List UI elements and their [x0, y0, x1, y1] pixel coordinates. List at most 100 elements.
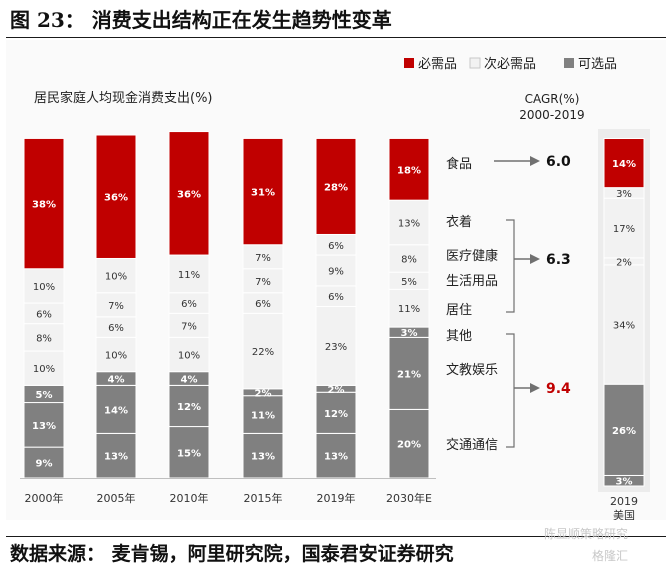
bar-4-segment-2-label: 2% [328, 385, 345, 396]
bar-3-segment-3-label: 22% [252, 347, 274, 358]
bar-0-segment-7-label: 38% [32, 200, 56, 211]
bar-0-segment-1-label: 13% [32, 421, 56, 432]
bar-2-segment-2-label: 4% [181, 375, 198, 386]
bar-0-segment-3-label: 10% [33, 364, 55, 375]
cagr-item-1-2: 生活用品 [446, 274, 498, 289]
bar-1-segment-6 [95, 257, 137, 294]
chart-area: 居民家庭人均现金消费支出(%) 必需品 次必需品 可选品 9% 13% 5% 10% 8% 6% 1… [6, 40, 666, 520]
cagr-value-0: 6.0 [546, 154, 571, 170]
bar-5-segment-3 [388, 288, 430, 328]
us-bar-segment-0-label: 3% [616, 477, 633, 488]
bar-3-segment-7 [242, 137, 284, 246]
x-tick-0: 2000年 [25, 491, 64, 505]
watermark-line-2: 格隆汇 [592, 549, 629, 563]
bar-5-segment-0-label: 20% [397, 440, 421, 451]
bar-5-segment-7 [388, 137, 430, 201]
bar-2-segment-5-label: 6% [181, 299, 197, 310]
bar-1-segment-0 [95, 432, 137, 479]
cagr-header-line-1: CAGR(%) [525, 92, 580, 106]
bar-0-segment-7 [23, 137, 65, 270]
legend-label-1: 必需品 [418, 57, 457, 72]
consumption-structure-chart: 居民家庭人均现金消费支出(%) 必需品 次必需品 可选品 9% 13% 5% 10% 8% 6% 1… [20, 56, 650, 520]
bar-0-segment-3 [23, 350, 65, 386]
us-bar-segment-2 [603, 264, 645, 385]
cagr-bracket-1 [506, 219, 515, 313]
us-bar-segment-6-label: 14% [612, 159, 636, 170]
bar-0-segment-4 [23, 323, 65, 352]
bar-1-segment-7 [95, 134, 137, 259]
bar-2-segment-6-label: 11% [178, 270, 200, 281]
bar-4-segment-0-label: 13% [324, 452, 348, 463]
legend-label-2: 次必需品 [484, 56, 536, 72]
bar-3-segment-4-label: 6% [255, 299, 271, 310]
us-bar-segment-4-label: 17% [613, 224, 635, 235]
bar-2-segment-6 [168, 254, 210, 294]
bar-1-segment-6-label: 10% [105, 272, 127, 283]
bar-4-segment-5 [315, 254, 357, 287]
legend-swatch-2 [469, 57, 481, 69]
bar-3-segment-0-label: 13% [251, 452, 275, 463]
bar-2-segment-4-label: 7% [181, 321, 197, 332]
bar-2-segment-4 [168, 312, 210, 338]
bar-3-segment-1 [242, 395, 284, 434]
bar-3-segment-3 [242, 312, 284, 390]
us-bar-segment-3-label: 2% [616, 257, 632, 268]
bar-3-segment-6-label: 7% [255, 253, 271, 264]
bar-1-segment-1 [95, 384, 137, 434]
title-rule [6, 37, 666, 38]
us-bar-segment-5-label: 3% [616, 189, 632, 200]
bar-1-segment-7-label: 36% [104, 193, 128, 204]
us-bar-segment-2-label: 34% [613, 321, 635, 332]
bar-3-segment-0 [242, 432, 284, 479]
figure-title: 图 23： 消费支出结构正在发生趋势性变革 [10, 8, 392, 32]
cagr-item-2-0: 其他 [446, 329, 472, 344]
bar-3-segment-5 [242, 268, 284, 294]
watermark: 陈显顺策略研究 格隆汇 [520, 523, 670, 569]
bar-0-segment-5-label: 6% [36, 309, 52, 320]
us-bar-segment-1 [603, 383, 645, 476]
bar-2-segment-7 [168, 131, 210, 256]
cagr-bracket-2 [506, 333, 515, 448]
us-bar-label-line-2: 美国 [613, 509, 635, 520]
cagr-arrow-head-0 [530, 156, 540, 166]
bar-5-segment-1 [388, 336, 430, 410]
bar-5-segment-3-label: 11% [398, 304, 420, 315]
cagr-item-1-1: 医疗健康 [446, 248, 498, 264]
bar-1-segment-4-label: 6% [108, 323, 124, 334]
bar-4-segment-1 [315, 391, 357, 434]
data-source: 数据来源： 麦肯锡，阿里研究院，国泰君安证券研究 [10, 543, 454, 565]
bar-1-segment-5 [95, 292, 137, 318]
bar-2-segment-3-label: 10% [178, 351, 200, 362]
bar-5-segment-6 [388, 199, 430, 246]
cagr-item-2-2: 交通通信 [446, 437, 498, 453]
chart-title: 居民家庭人均现金消费支出(%) [34, 90, 213, 106]
legend-label-3: 可选品 [578, 57, 617, 72]
bar-2-segment-1 [168, 384, 210, 428]
bar-5-segment-7-label: 18% [397, 165, 421, 176]
bar-4-segment-7 [315, 137, 357, 235]
bar-2-segment-3 [168, 336, 210, 373]
bar-4-segment-5-label: 9% [328, 266, 344, 277]
bar-4-segment-0 [315, 432, 357, 479]
x-tick-5: 2030年E [386, 491, 432, 505]
x-tick-1: 2005年 [97, 491, 136, 505]
cagr-value-1: 6.3 [546, 252, 571, 268]
bar-1-segment-2-label: 4% [108, 375, 125, 386]
bar-3-segment-6 [242, 244, 284, 270]
bar-0-segment-4-label: 8% [36, 333, 52, 344]
bar-3-segment-5-label: 7% [255, 277, 271, 288]
bar-1-segment-0-label: 13% [104, 452, 128, 463]
bar-1-segment-3 [95, 336, 137, 373]
bar-4-segment-7-label: 28% [324, 182, 348, 193]
us-bar-segment-4 [603, 197, 645, 259]
bar-3-segment-7-label: 31% [251, 188, 275, 199]
bar-0-segment-6 [23, 268, 65, 304]
bar-1-segment-1-label: 14% [104, 405, 128, 416]
cagr-item-2-1: 文教娱乐 [446, 362, 498, 378]
cagr-arrow-head-2 [530, 383, 540, 393]
cagr-value-2: 9.4 [546, 381, 571, 397]
bar-5-segment-2-label: 3% [401, 328, 418, 339]
us-bar-segment-6 [603, 138, 645, 189]
bar-2-segment-7-label: 36% [177, 189, 201, 200]
bar-2-segment-0-label: 15% [177, 448, 201, 459]
